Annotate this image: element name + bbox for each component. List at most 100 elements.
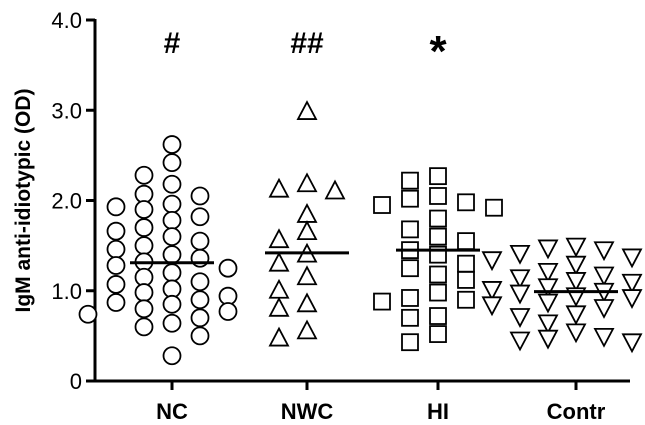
series-NC — [78, 135, 238, 366]
data-point — [429, 209, 447, 228]
data-point — [429, 167, 447, 186]
data-point — [162, 210, 182, 230]
data-point — [429, 325, 447, 343]
data-point — [162, 135, 182, 154]
data-point — [296, 220, 318, 240]
data-point — [565, 305, 587, 326]
data-point — [565, 272, 587, 292]
data-point — [190, 231, 210, 251]
data-point — [296, 265, 318, 286]
data-point — [134, 165, 154, 185]
y-tick-label: 2.0 — [51, 189, 82, 214]
data-point — [429, 307, 447, 325]
data-point — [593, 241, 615, 262]
data-point — [190, 186, 210, 206]
data-point — [537, 278, 559, 299]
data-point — [457, 254, 475, 273]
data-point — [162, 174, 182, 194]
data-point — [481, 281, 503, 301]
data-point — [134, 317, 154, 337]
data-point — [106, 239, 126, 259]
x-tick-label: Contr — [547, 399, 606, 424]
data-point — [268, 296, 290, 317]
data-point — [429, 227, 447, 246]
data-point — [537, 329, 559, 350]
data-point — [162, 346, 182, 366]
data-point — [401, 171, 419, 190]
data-point — [78, 304, 98, 324]
series-NWC — [265, 100, 349, 347]
x-tick-label: HI — [427, 399, 449, 424]
data-point — [162, 153, 182, 172]
data-point — [509, 331, 531, 352]
y-tick-label: 0 — [70, 369, 82, 394]
data-point — [134, 299, 154, 319]
data-point — [106, 221, 126, 241]
data-point — [457, 271, 475, 289]
data-point — [190, 326, 210, 346]
data-point — [190, 272, 210, 292]
data-point — [457, 193, 475, 212]
data-point — [509, 308, 531, 328]
data-point — [565, 237, 587, 258]
data-point — [296, 292, 318, 313]
data-point — [509, 244, 531, 265]
data-point — [268, 251, 290, 272]
y-tick-label: 1.0 — [51, 279, 82, 304]
data-point — [509, 269, 531, 290]
y-tick-label: 4.0 — [51, 8, 82, 33]
data-point — [162, 194, 182, 214]
data-point — [537, 314, 559, 335]
x-tick-label: NWC — [281, 399, 334, 424]
data-point — [401, 259, 419, 278]
data-point — [296, 172, 318, 193]
data-point — [190, 290, 210, 310]
data-point — [457, 232, 475, 251]
data-point — [296, 203, 318, 223]
data-point — [162, 227, 182, 247]
data-point — [429, 187, 447, 205]
data-point — [401, 220, 419, 239]
data-point — [401, 189, 419, 208]
data-point — [401, 308, 419, 327]
axes: 0 1.0 2.0 3.0 4.0 NC # NWC ## HI * Contr — [51, 8, 630, 424]
plot-area — [78, 100, 643, 366]
data-point — [134, 200, 154, 219]
data-point — [268, 177, 290, 198]
series-Contr — [481, 237, 643, 354]
data-point — [324, 179, 346, 200]
data-point — [621, 333, 643, 354]
data-point — [134, 218, 154, 237]
data-point — [218, 302, 238, 321]
data-point — [401, 289, 419, 307]
data-point — [218, 258, 238, 278]
data-point — [190, 308, 210, 328]
data-point — [268, 278, 290, 299]
y-axis-label: IgM anti-idiotypic (OD) — [12, 89, 35, 313]
significance-annotation: ## — [290, 27, 324, 60]
data-point — [162, 245, 182, 265]
data-point — [565, 323, 587, 344]
data-point — [593, 266, 615, 287]
data-point — [373, 196, 391, 214]
data-point — [162, 263, 182, 283]
data-point — [190, 207, 210, 227]
data-point — [621, 273, 643, 294]
data-point — [457, 290, 475, 309]
data-point — [296, 100, 318, 120]
data-point — [537, 239, 559, 260]
data-point — [537, 262, 559, 283]
data-point — [373, 292, 391, 311]
data-point — [485, 198, 503, 217]
significance-annotation: # — [164, 27, 181, 60]
data-point — [268, 228, 290, 249]
data-point — [106, 293, 126, 312]
data-point — [134, 236, 154, 256]
series-HI — [373, 167, 503, 352]
significance-annotation: * — [429, 27, 447, 76]
data-point — [481, 296, 503, 317]
data-point — [509, 284, 531, 305]
data-point — [429, 283, 447, 302]
data-point — [106, 275, 126, 294]
